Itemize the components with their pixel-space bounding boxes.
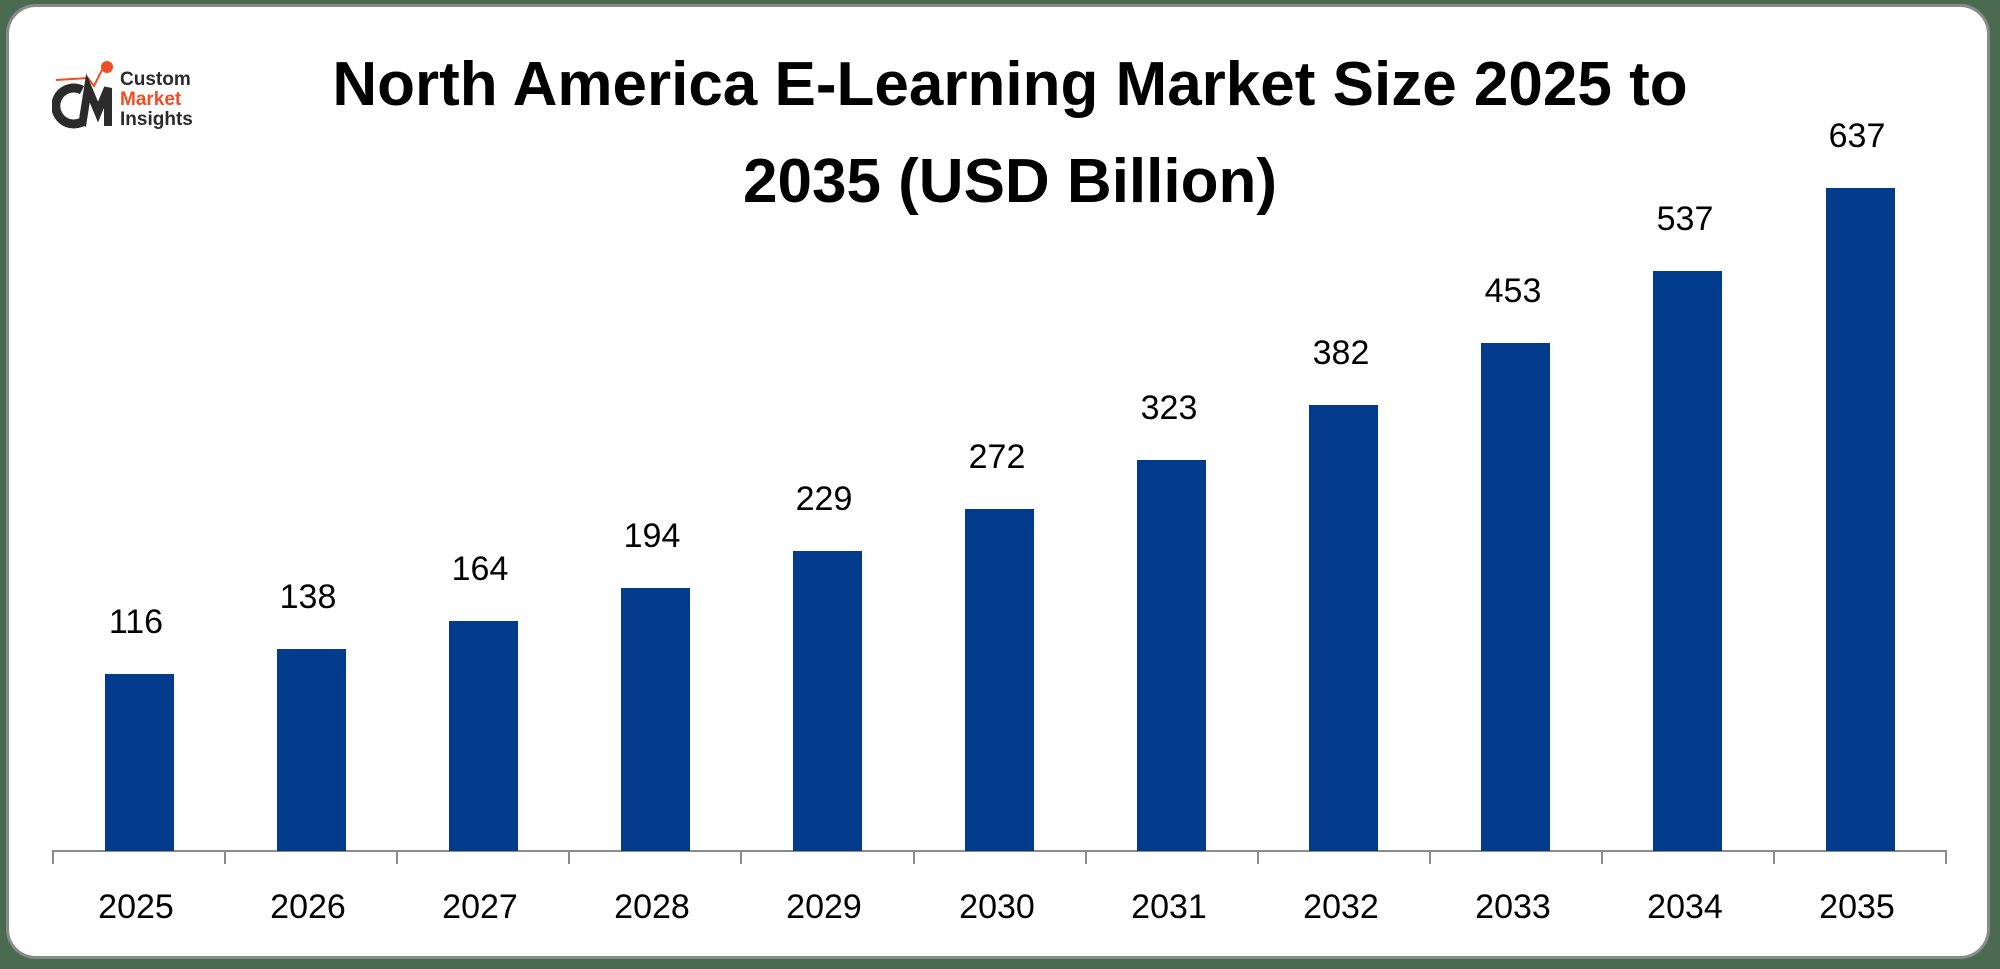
x-tick-label-2029: 2029 [786,888,862,926]
bar-2033 [1481,343,1550,851]
bar-2032 [1309,405,1378,851]
data-label-2032: 382 [1312,334,1370,372]
bar-2029 [793,551,862,851]
chart-title-line-2: 2035 (USD Billion) [743,147,1277,216]
bar-2026 [277,649,346,851]
data-label-2034: 537 [1656,200,1714,238]
company-logo: Custom Market Insights [51,60,222,140]
data-label-2025: 116 [108,603,164,641]
bar-2034 [1653,271,1722,851]
x-axis-tick [913,850,915,864]
x-tick-label-2034: 2034 [1647,888,1723,926]
cmi-logo-icon [51,61,113,129]
x-axis-tick [1257,850,1259,864]
x-tick-label-2030: 2030 [959,888,1035,926]
x-axis-tick [1773,850,1775,864]
x-axis-tick [740,850,742,864]
data-label-2027: 164 [451,550,509,588]
x-tick-label-2027: 2027 [442,888,518,926]
bar-2025 [105,674,174,851]
bar-2028 [621,588,690,851]
x-tick-label-2025: 2025 [98,888,174,926]
data-label-2026: 138 [279,578,337,616]
data-label-2030: 272 [968,438,1026,476]
logo-line-insights: Insights [120,109,193,130]
data-label-2029: 229 [795,480,853,518]
x-tick-label-2035: 2035 [1819,888,1895,926]
bar-2030 [965,509,1034,851]
x-axis-tick [1601,850,1603,864]
x-tick-label-2032: 2032 [1303,888,1379,926]
x-tick-label-2028: 2028 [614,888,690,926]
bar-2035 [1826,188,1895,851]
x-axis-tick [568,850,570,864]
logo-line-custom: Custom [120,69,191,90]
x-tick-label-2031: 2031 [1131,888,1207,926]
x-axis-tick [1429,850,1431,864]
data-label-2028: 194 [623,517,681,555]
x-axis-tick [1945,850,1947,864]
x-axis-tick [52,850,54,864]
data-label-2031: 323 [1140,389,1198,427]
x-axis-tick [224,850,226,864]
logo-line-market: Market [120,89,182,110]
x-axis-line [52,850,1945,852]
data-label-2033: 453 [1484,272,1542,310]
bar-2027 [449,621,518,851]
data-label-2035: 637 [1828,117,1886,155]
chart-title-line-1: North America E-Learning Market Size 202… [332,50,1688,119]
x-tick-label-2026: 2026 [270,888,346,926]
bar-2031 [1137,460,1206,851]
x-axis-tick [396,850,398,864]
x-axis-tick [1085,850,1087,864]
logo-wordmark: Custom Market Insights [120,70,193,130]
x-tick-label-2033: 2033 [1475,888,1551,926]
